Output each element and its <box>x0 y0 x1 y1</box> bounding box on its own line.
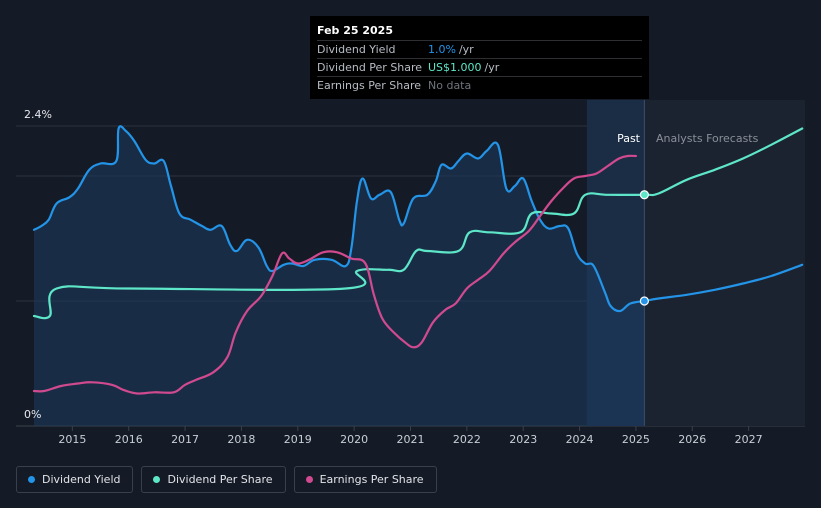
x-tick-label: 2019 <box>284 433 312 446</box>
x-tick-label: 2017 <box>171 433 199 446</box>
dividend-per-share-line <box>32 127 804 320</box>
x-tick-label: 2021 <box>397 433 425 446</box>
dividend-yield-line <box>32 125 804 313</box>
current-markers <box>639 190 649 306</box>
forecast-label: Analysts Forecasts <box>656 132 759 145</box>
tooltip-label: Dividend Yield <box>317 43 396 56</box>
x-tick-label: 2026 <box>678 433 706 446</box>
past-label: Past <box>617 132 641 145</box>
marker-point[interactable] <box>639 190 649 200</box>
legend-label: Dividend Yield <box>42 473 121 486</box>
x-tick-label: 2023 <box>509 433 537 446</box>
marker-point[interactable] <box>639 296 649 306</box>
y-axis-bottom-label: 0% <box>24 408 41 421</box>
tooltip-unit: /yr <box>458 43 474 56</box>
tooltip-label: Earnings Per Share <box>317 79 422 92</box>
x-tick-label: 2018 <box>227 433 255 446</box>
tooltip-row-dividend-yield: Dividend Yield 1.0% /yr <box>317 41 642 59</box>
x-axis-ticks: 2015 2016 2017 2018 2019 2020 2021 2022 2023 2024… <box>58 426 763 446</box>
legend-item-earnings-per-share[interactable]: Earnings Per Share <box>293 466 437 493</box>
x-tick-label: 2027 <box>735 433 763 446</box>
legend-item-dividend-yield[interactable]: Dividend Yield <box>16 466 134 493</box>
legend-label: Dividend Per Share <box>167 473 273 486</box>
tooltip-row-dividend-per-share: Dividend Per Share US$1.000 /yr <box>317 59 642 77</box>
legend-item-dividend-per-share[interactable]: Dividend Per Share <box>141 466 286 493</box>
legend-dot-icon <box>305 476 313 483</box>
tooltip-label: Dividend Per Share <box>317 61 423 74</box>
tooltip-date: Feb 25 2025 <box>317 22 642 41</box>
legend: Dividend Yield Dividend Per Share Earnin… <box>16 466 437 493</box>
forecast-region <box>644 100 805 426</box>
x-tick-label: 2016 <box>115 433 143 446</box>
x-tick-label: 2022 <box>453 433 481 446</box>
tooltip: Feb 25 2025 Dividend Yield 1.0% /yr Divi… <box>310 16 649 99</box>
x-tick-label: 2024 <box>566 433 594 446</box>
series-lines <box>32 125 804 395</box>
tooltip-unit: /yr <box>484 61 500 74</box>
tooltip-value: No data <box>428 79 472 92</box>
x-tick-label: 2025 <box>622 433 650 446</box>
tooltip-value: US$1.000 <box>428 61 482 74</box>
tooltip-row-earnings-per-share: Earnings Per Share No data <box>317 77 642 94</box>
x-tick-label: 2015 <box>58 433 86 446</box>
legend-label: Earnings Per Share <box>319 473 424 486</box>
y-axis-top-label: 2.4% <box>24 108 52 121</box>
legend-dot-icon <box>28 476 35 483</box>
dividend-yield-area <box>34 126 645 426</box>
x-tick-label: 2020 <box>340 433 368 446</box>
legend-dot-icon <box>153 476 161 483</box>
tooltip-value: 1.0% <box>428 43 456 56</box>
earnings-per-share-line <box>32 154 637 395</box>
